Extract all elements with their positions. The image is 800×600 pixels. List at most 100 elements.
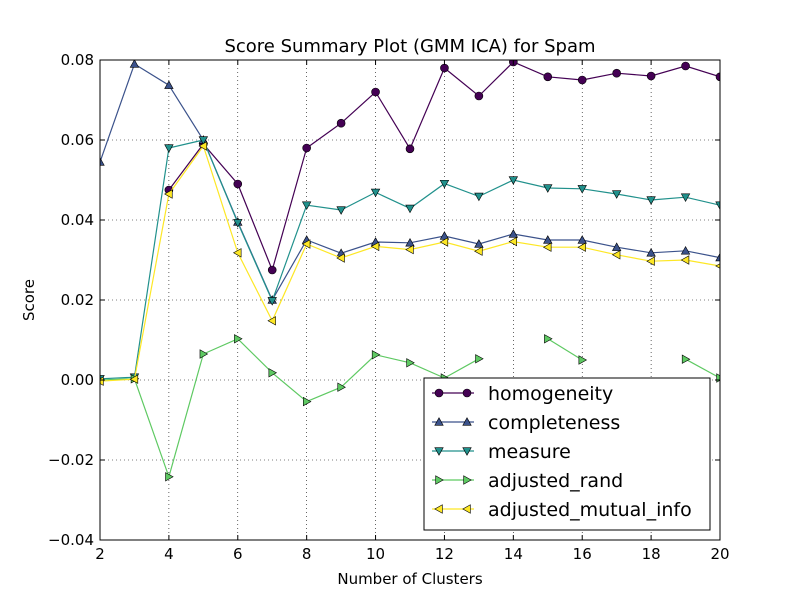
data-point (543, 184, 553, 193)
legend-marker (462, 388, 472, 398)
chart-title: Score Summary Plot (GMM ICA) for Spam (224, 36, 595, 57)
legend-marker (434, 504, 443, 514)
data-point (474, 91, 484, 101)
legend-label: homogeneity (488, 383, 613, 405)
data-point (646, 71, 656, 81)
legend-label: completeness (488, 412, 620, 434)
x-tick-label: 14 (504, 545, 523, 563)
x-tick-label: 6 (233, 545, 243, 563)
tick-layer: 2 4 6 8 10 12 14 16 18 20 −0.04 −0.02 0.00 0.02 0.04 0.… (48, 51, 730, 563)
data-point (715, 72, 720, 82)
data-point (577, 235, 587, 244)
data-point (680, 255, 690, 265)
data-point (198, 136, 209, 145)
x-tick-label: 12 (435, 545, 454, 563)
legend-marker (462, 417, 472, 426)
data-point (371, 350, 381, 360)
y-axis-label: Score (20, 279, 38, 321)
data-point (680, 245, 691, 255)
data-point (439, 237, 449, 247)
data-point (681, 61, 690, 71)
y-tick-label: 0.06 (61, 131, 94, 149)
data-point (405, 204, 415, 214)
data-point (336, 253, 345, 263)
data-point (680, 193, 691, 203)
data-point (577, 185, 587, 194)
series-line (100, 144, 720, 382)
x-axis-label: Number of Clusters (337, 570, 482, 588)
y-tick-label: 0.00 (61, 371, 94, 389)
series-line (547, 338, 583, 361)
x-tick-label: 4 (164, 545, 174, 563)
y-tick-label: −0.04 (48, 531, 94, 549)
y-tick-label: 0.04 (61, 211, 94, 229)
legend-marker (434, 447, 444, 456)
series-completeness (100, 60, 720, 304)
data-point (578, 355, 588, 365)
x-tick-label: 2 (95, 545, 105, 563)
data-point (100, 157, 105, 166)
legend-box (423, 377, 711, 531)
series-line (100, 139, 720, 380)
legend-marker (434, 388, 444, 398)
series-line (100, 63, 720, 302)
data-point (544, 334, 553, 344)
data-point (165, 472, 174, 482)
data-point (164, 189, 173, 199)
data-point (267, 316, 276, 326)
data-point (474, 192, 484, 202)
y-tick-label: 0.08 (61, 51, 94, 69)
x-tick-label: 18 (642, 545, 661, 563)
data-point (336, 118, 346, 128)
data-point (337, 382, 346, 392)
data-point (233, 179, 243, 189)
data-point (405, 144, 415, 154)
data-point (612, 68, 621, 78)
data-point (542, 242, 552, 252)
legend-marker (463, 475, 472, 485)
y-tick-label: 0.02 (61, 291, 94, 309)
data-point (232, 248, 242, 258)
data-point (371, 87, 380, 97)
data-point (164, 144, 174, 153)
legend: homogeneity completeness measure adjusted_r… (423, 377, 711, 531)
data-point (611, 190, 622, 199)
data-point (164, 80, 174, 89)
series-line (100, 338, 480, 479)
data-point (303, 396, 312, 407)
legend-label: adjusted_rand (488, 470, 623, 492)
data-point (301, 201, 312, 211)
data-point (440, 63, 449, 73)
data-point (611, 250, 621, 260)
data-point (508, 229, 519, 238)
data-point (611, 242, 622, 251)
data-point (474, 246, 483, 256)
legend-label: measure (488, 441, 571, 463)
data-point (715, 201, 720, 211)
legend-marker (462, 504, 471, 514)
data-point (199, 349, 209, 359)
data-point (370, 188, 381, 198)
legend-label: adjusted_mutual_info (488, 499, 692, 521)
data-point (543, 72, 553, 82)
data-point (370, 241, 380, 252)
data-point (100, 376, 104, 386)
data-point (234, 334, 243, 344)
data-point (681, 354, 691, 364)
x-tick-label: 16 (573, 545, 592, 563)
data-point (543, 235, 553, 244)
series-adjusted_mutual_info (100, 141, 720, 386)
series-line (685, 358, 720, 379)
data-point (475, 354, 484, 364)
data-point (405, 237, 415, 247)
x-tick-label: 10 (366, 545, 385, 563)
data-point (405, 244, 414, 255)
plot-layer (100, 60, 720, 482)
data-point (577, 75, 587, 85)
series-measure (100, 136, 720, 384)
data-point (646, 196, 656, 205)
data-point (406, 358, 415, 368)
x-tick-label: 20 (710, 545, 729, 563)
data-point (267, 265, 277, 275)
